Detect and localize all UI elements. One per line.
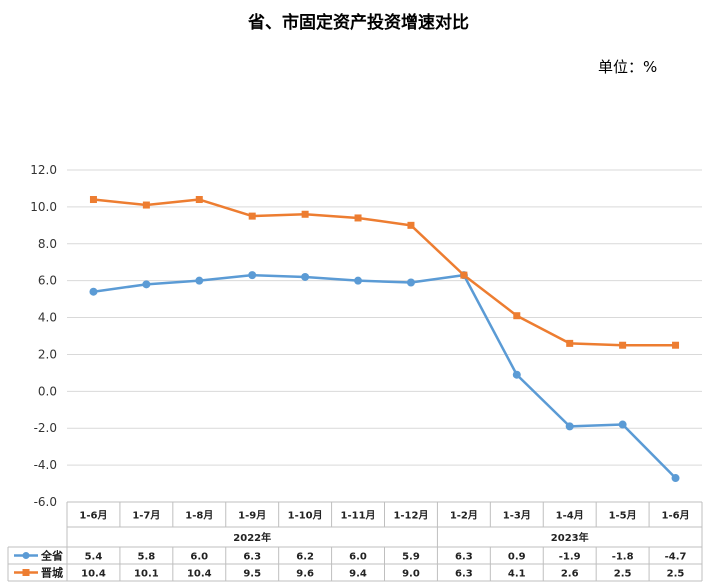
table-value: 9.5 <box>243 569 261 580</box>
x-group-label: 2022年 <box>233 531 271 544</box>
data-point <box>89 196 97 204</box>
y-tick-label: 0.0 <box>38 384 57 398</box>
data-table: 1-6月 1-7月 1-8月 1-9月 1-10月 1-11月 1-12月 1-2月 1-3月 1… <box>7 501 703 582</box>
table-value: 5.8 <box>138 552 156 563</box>
x-category-label: 1-5月 <box>609 510 637 522</box>
chart-title: 省、市固定资产投资增速对比 <box>248 13 469 33</box>
data-point <box>301 272 310 281</box>
data-point <box>672 341 680 349</box>
y-tick-label: 4.0 <box>38 311 57 325</box>
data-point <box>248 271 257 280</box>
table-value: 9.0 <box>402 569 420 580</box>
legend-label: 晋城 <box>41 566 63 580</box>
table-value: 5.9 <box>402 552 420 563</box>
table-value: 6.0 <box>190 552 208 563</box>
unit-label: 单位：% <box>598 58 658 76</box>
data-point <box>142 280 151 289</box>
x-category-label: 1-12月 <box>393 510 428 522</box>
data-point <box>671 474 680 483</box>
data-point <box>354 276 363 285</box>
data-point <box>513 312 521 320</box>
x-category-label: 1-11月 <box>341 510 376 522</box>
table-value: 10.4 <box>81 569 106 580</box>
legend-marker <box>22 569 30 576</box>
data-point <box>248 212 256 220</box>
table-value: 10.1 <box>134 569 159 580</box>
series-line <box>93 198 676 347</box>
table-value: 0.9 <box>508 552 526 563</box>
y-tick-label: 6.0 <box>38 274 57 288</box>
y-tick-label: 12.0 <box>30 163 57 177</box>
x-group-label: 2023年 <box>551 531 589 544</box>
x-category-label: 1-6月 <box>662 510 690 522</box>
y-tick-label: -6.0 <box>34 495 57 509</box>
data-point <box>565 422 574 431</box>
y-tick-label: 2.0 <box>38 347 57 361</box>
data-point <box>406 278 415 287</box>
table-value: 2.5 <box>667 569 685 580</box>
table-value: 2.6 <box>561 569 579 580</box>
table-value: 9.6 <box>296 569 314 580</box>
x-category-label: 1-6月 <box>79 510 107 522</box>
data-point <box>142 201 150 209</box>
y-axis-ticks: 12.0 10.0 8.0 6.0 4.0 2.0 0.0 -2.0 -4.0 -6.0 <box>30 163 57 509</box>
table-value: -1.9 <box>559 552 581 563</box>
legend-marker <box>22 552 30 559</box>
data-point <box>195 276 204 285</box>
x-category-label: 1-9月 <box>238 510 266 522</box>
gridlines <box>67 169 702 503</box>
data-point <box>512 370 521 379</box>
data-point <box>195 196 203 204</box>
table-value: 6.3 <box>455 569 473 580</box>
y-tick-label: -2.0 <box>34 421 57 435</box>
x-category-label: 1-10月 <box>288 510 323 522</box>
data-point <box>460 271 468 279</box>
table-value: 10.4 <box>187 569 212 580</box>
table-value: 6.0 <box>349 552 367 563</box>
y-tick-label: 10.0 <box>30 200 57 214</box>
x-category-label: 1-4月 <box>556 510 584 522</box>
x-category-label: 1-3月 <box>503 510 531 522</box>
x-category-label: 1-2月 <box>450 510 478 522</box>
data-point <box>407 221 415 229</box>
x-category-label: 1-7月 <box>132 510 160 522</box>
legend-label: 全省 <box>40 549 63 563</box>
data-point <box>618 420 627 429</box>
table-value: 4.1 <box>508 569 526 580</box>
table-value: 9.4 <box>349 569 367 580</box>
data-point <box>354 214 362 222</box>
table-value: -1.8 <box>612 552 634 563</box>
table-value: 6.3 <box>243 552 261 563</box>
series-lines <box>89 196 680 483</box>
table-value: 6.2 <box>296 552 314 563</box>
y-tick-label: -4.0 <box>34 458 57 472</box>
table-value: -4.7 <box>665 552 687 563</box>
data-point <box>566 339 574 347</box>
data-point <box>89 287 98 296</box>
table-value: 6.3 <box>455 552 473 563</box>
y-tick-label: 8.0 <box>38 237 57 251</box>
data-point <box>619 341 627 349</box>
data-point <box>301 210 309 218</box>
x-category-label: 1-8月 <box>185 510 213 522</box>
table-value: 5.4 <box>85 552 103 563</box>
table-value: 2.5 <box>614 569 632 580</box>
series-line <box>93 273 677 479</box>
